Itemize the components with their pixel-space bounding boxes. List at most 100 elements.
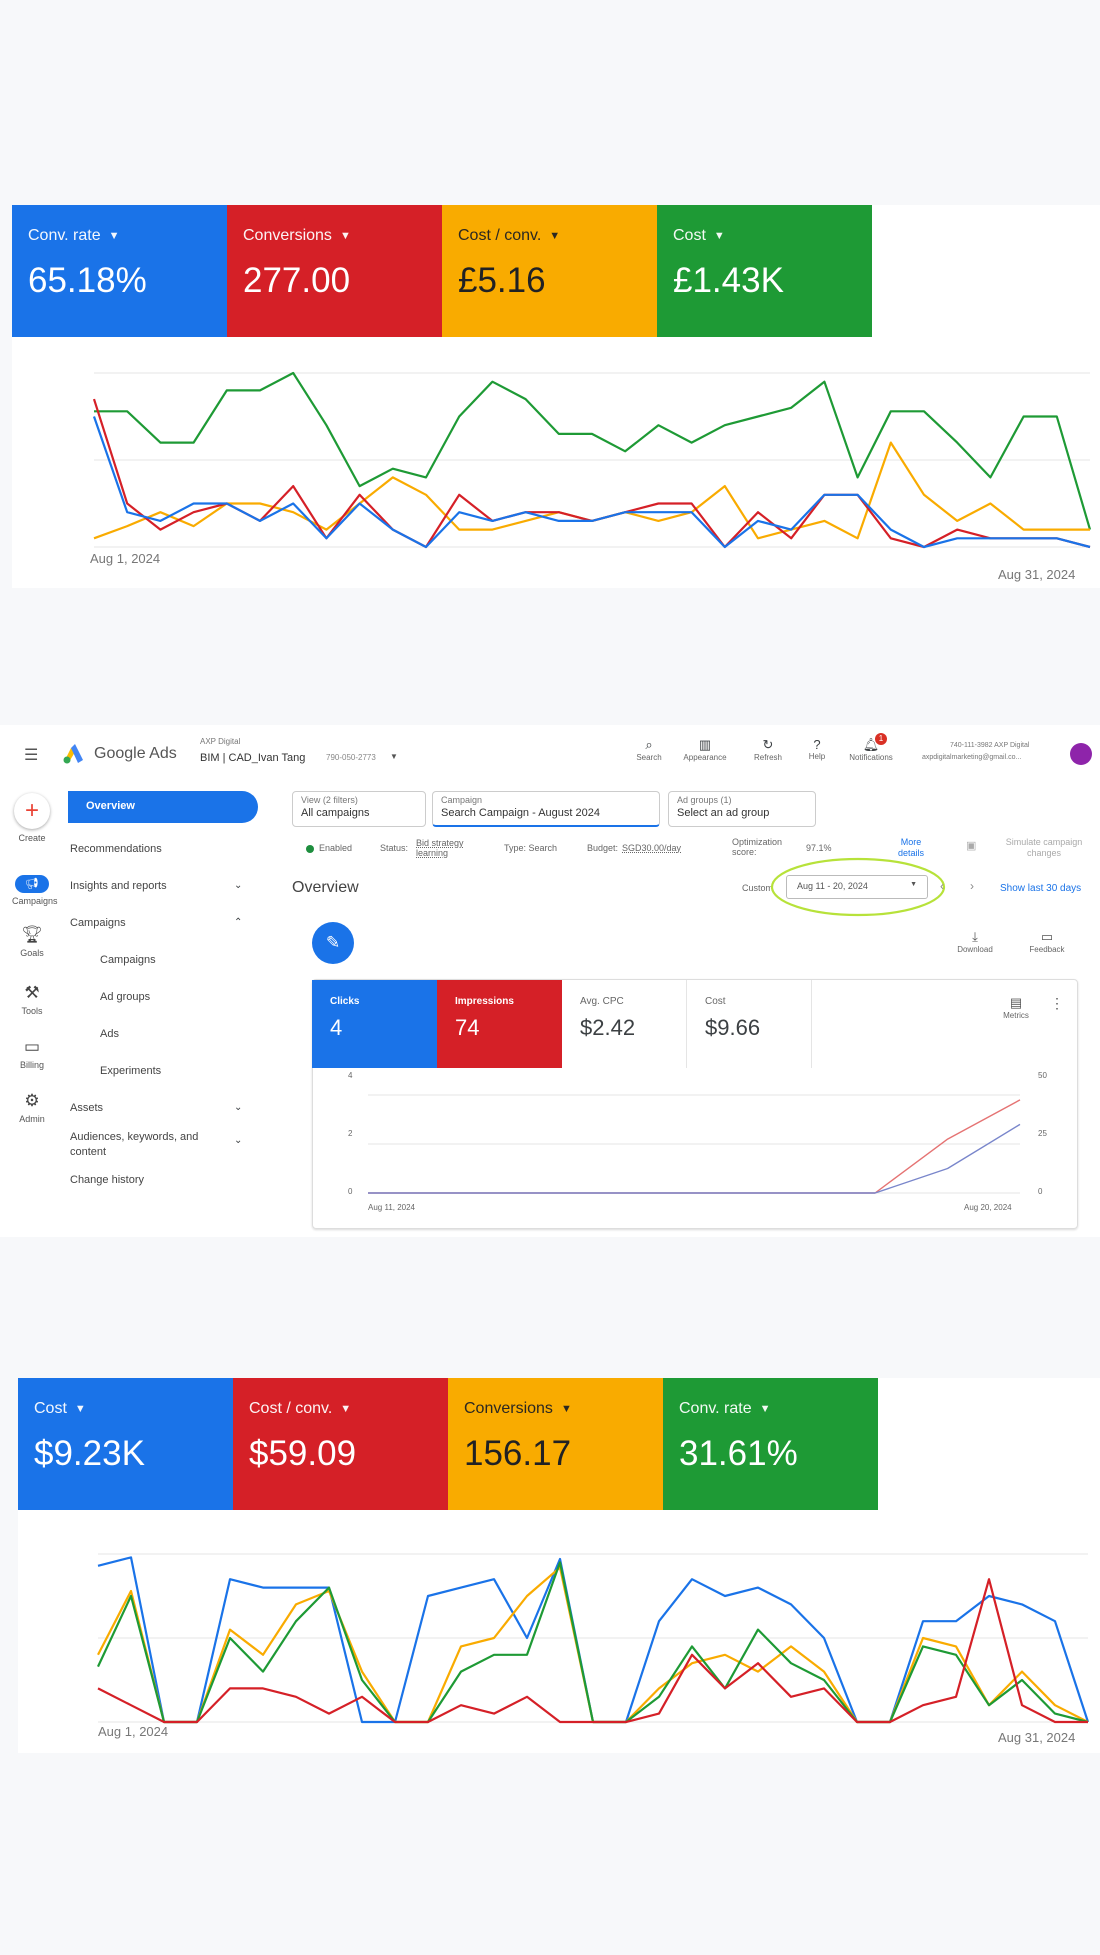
google-ads-logo-icon (63, 744, 83, 764)
card-icon: ▭ (23, 1037, 41, 1056)
create-button[interactable]: + Create (12, 793, 52, 843)
tile-label: Cost / conv. (458, 227, 542, 244)
highlight-circle (770, 857, 946, 917)
tile-value: 156.17 (464, 1434, 572, 1473)
metric-tile-cost[interactable]: Cost $9.66 (687, 980, 812, 1068)
menu-icon[interactable]: ☰ (24, 747, 39, 764)
metric-tile-conv-rate[interactable]: Conv. rate ▼ 31.61% (663, 1378, 878, 1510)
metric-label: Impressions (455, 996, 514, 1007)
nav-overview[interactable]: Overview (68, 791, 258, 823)
campaign-selector[interactable]: Campaign Search Campaign - August 2024 (432, 791, 660, 827)
metric-tile-cost[interactable]: Cost ▼ $9.23K (18, 1378, 233, 1510)
tile-label: Conversions (464, 1400, 553, 1417)
edit-fab-button[interactable]: ✎ (312, 922, 354, 964)
feedback-button[interactable]: ▭ Feedback (1022, 929, 1072, 954)
metric-tile-cost-per-conv[interactable]: Cost / conv. ▼ £5.16 (442, 205, 657, 337)
account-name[interactable]: BIM | CAD_Ivan Tang (200, 752, 306, 764)
goals-rail-button[interactable]: 🏆︎ Goals (12, 925, 52, 958)
chevron-right-icon[interactable]: › (970, 879, 974, 893)
budget-label: Budget: (587, 843, 619, 853)
x-axis-end-label: Aug 31, 2024 (998, 1730, 1076, 1745)
admin-rail-button[interactable]: ⚙ Admin (12, 1091, 52, 1124)
bottom-metric-tiles: Cost ▼ $9.23K Cost / conv. ▼ $59.09 Conver… (18, 1378, 878, 1510)
tile-label: Cost (673, 227, 706, 244)
simulate-campaign-button[interactable]: Simulate campaign changes (1005, 837, 1083, 858)
metric-tile-cost[interactable]: Cost ▼ £1.43K (657, 205, 872, 337)
date-range-picker[interactable]: Aug 11 - 20, 2024 ▼ (786, 875, 928, 899)
nav-assets[interactable]: Assets (70, 1102, 104, 1114)
chevron-down-icon[interactable]: ⌄ (234, 1135, 243, 1146)
nav-insights[interactable]: Insights and reports (70, 880, 167, 892)
series-line-1 (97, 1566, 1089, 1724)
download-button[interactable]: ⤓ Download (950, 929, 1000, 954)
x-axis-start-label: Aug 1, 2024 (90, 551, 161, 566)
ad-group-selector[interactable]: Ad groups (1) Select an ad group (668, 791, 816, 827)
appearance-button[interactable]: ▥ Appearance (680, 737, 730, 762)
budget-value[interactable]: SGD30.00/day (622, 843, 682, 853)
top-metrics-panel: Conv. rate ▼ 65.18% Conversions ▼ 277.00 C… (12, 205, 1100, 588)
search-button[interactable]: ⌕ Search (632, 737, 666, 762)
chevron-down-icon[interactable]: ⌄ (234, 1102, 243, 1113)
nav-recommendations[interactable]: Recommendations (70, 843, 162, 855)
chevron-down-icon[interactable]: ▼ (390, 752, 398, 761)
metric-tile-conversions[interactable]: Conversions ▼ 156.17 (448, 1378, 663, 1510)
ads-line-chart: 4 2 0 50 25 0 Aug 11, 2024 Aug 20, 2024 (320, 1071, 1070, 1213)
bottom-metrics-panel: Cost ▼ $9.23K Cost / conv. ▼ $59.09 Conver… (18, 1378, 1100, 1753)
chevron-left-icon[interactable]: ‹ (940, 879, 944, 893)
tools-icon: ⚒ (24, 983, 40, 1002)
nav-campaigns-group[interactable]: Campaigns (70, 917, 126, 929)
refresh-button[interactable]: ↻ Refresh (748, 737, 788, 762)
nav-change-history[interactable]: Change history (70, 1174, 144, 1186)
more-vert-icon[interactable]: ⋮ (1050, 995, 1064, 1011)
enabled-status-dot (306, 845, 314, 853)
nav-audiences[interactable]: Audiences, keywords, and content (70, 1131, 199, 1158)
download-icon: ⤓ (972, 929, 978, 944)
status-value[interactable]: Bid strategy learning (416, 838, 464, 858)
goals-rail-label: Goals (20, 948, 44, 958)
top-metric-tiles: Conv. rate ▼ 65.18% Conversions ▼ 277.00 C… (12, 205, 872, 337)
tile-value: £5.16 (458, 261, 546, 300)
nav-ad-groups[interactable]: Ad groups (100, 991, 151, 1003)
campaign-value: Search Campaign - August 2024 (441, 807, 600, 819)
show-last-30-days-button[interactable]: Show last 30 days (1000, 883, 1082, 894)
avatar[interactable] (1070, 743, 1092, 765)
metrics-icon: ▤ (1009, 995, 1023, 1010)
date-range-value: Aug 11 - 20, 2024 (797, 881, 868, 891)
metric-tile-conv-rate[interactable]: Conv. rate ▼ 65.18% (12, 205, 227, 337)
metric-tile-cost-per-conv[interactable]: Cost / conv. ▼ $59.09 (233, 1378, 448, 1510)
metric-tile-conversions[interactable]: Conversions ▼ 277.00 (227, 205, 442, 337)
metric-tile-impressions[interactable]: Impressions 74 (437, 980, 562, 1068)
metric-label: Avg. CPC (580, 996, 624, 1007)
help-button[interactable]: ? Help (800, 737, 834, 761)
google-ads-window: ☰ Google Ads AXP Digital BIM | CAD_Ivan … (0, 725, 1100, 1237)
nav-campaigns[interactable]: Campaigns (100, 954, 156, 966)
account-parent[interactable]: AXP Digital (200, 737, 241, 746)
user-email: axpdigitalmarketing@gmail.co... (922, 754, 1022, 761)
tile-label: Conversions (243, 227, 332, 244)
series-line-0 (94, 371, 1092, 530)
top-line-chart: Aug 1, 2024 Aug 31, 2024 (12, 355, 1100, 588)
page-title: Overview (292, 879, 359, 896)
metrics-button[interactable]: ▤ Metrics (994, 995, 1038, 1020)
series-line-0 (97, 1556, 1090, 1724)
billing-rail-button[interactable]: ▭ Billing (12, 1037, 52, 1070)
caret-down-icon: ▼ (340, 1403, 352, 1415)
appearance-label: Appearance (683, 753, 727, 762)
chevron-up-icon[interactable]: ⌃ (234, 917, 243, 928)
metric-tile-clicks[interactable]: Clicks 4 (312, 980, 437, 1068)
plus-icon: + (14, 793, 50, 829)
metric-tile-avg-cpc[interactable]: Avg. CPC $2.42 (562, 980, 687, 1068)
caret-down-icon: ▼ (108, 230, 120, 242)
view-caption: View (2 filters) (301, 795, 358, 805)
nav-ads[interactable]: Ads (100, 1028, 119, 1040)
view-selector[interactable]: View (2 filters) All campaigns (292, 791, 426, 827)
chevron-down-icon[interactable]: ⌄ (234, 880, 243, 891)
caret-down-icon: ▼ (560, 1403, 572, 1415)
y-tick-right: 0 (1038, 1187, 1043, 1196)
campaigns-rail-button[interactable]: 📢︎ Campaigns (12, 875, 58, 906)
notifications-button[interactable]: 🔔︎ 1 Notifications (840, 733, 902, 762)
ad-group-caption: Ad groups (1) (677, 795, 732, 805)
nav-experiments[interactable]: Experiments (100, 1065, 162, 1077)
more-details-link[interactable]: More details (897, 837, 924, 858)
tools-rail-button[interactable]: ⚒ Tools (12, 983, 52, 1016)
